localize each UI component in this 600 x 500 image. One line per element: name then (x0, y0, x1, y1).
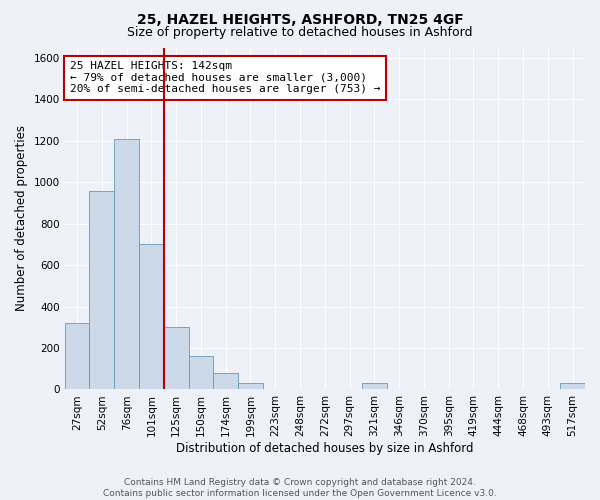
Bar (362, 383, 387, 390)
Bar (188, 356, 214, 390)
Bar (114, 138, 139, 390)
Text: Contains HM Land Registry data © Crown copyright and database right 2024.
Contai: Contains HM Land Registry data © Crown c… (103, 478, 497, 498)
Bar (214, 373, 238, 390)
Bar (89, 190, 114, 390)
X-axis label: Distribution of detached houses by size in Ashford: Distribution of detached houses by size … (176, 442, 473, 455)
Bar (65, 323, 89, 390)
Text: 25, HAZEL HEIGHTS, ASHFORD, TN25 4GF: 25, HAZEL HEIGHTS, ASHFORD, TN25 4GF (137, 12, 463, 26)
Text: 25 HAZEL HEIGHTS: 142sqm
← 79% of detached houses are smaller (3,000)
20% of sem: 25 HAZEL HEIGHTS: 142sqm ← 79% of detach… (70, 61, 380, 94)
Bar (164, 328, 188, 390)
Text: Size of property relative to detached houses in Ashford: Size of property relative to detached ho… (127, 26, 473, 39)
Y-axis label: Number of detached properties: Number of detached properties (15, 126, 28, 312)
Bar (560, 383, 585, 390)
Bar (238, 383, 263, 390)
Bar (139, 244, 164, 390)
